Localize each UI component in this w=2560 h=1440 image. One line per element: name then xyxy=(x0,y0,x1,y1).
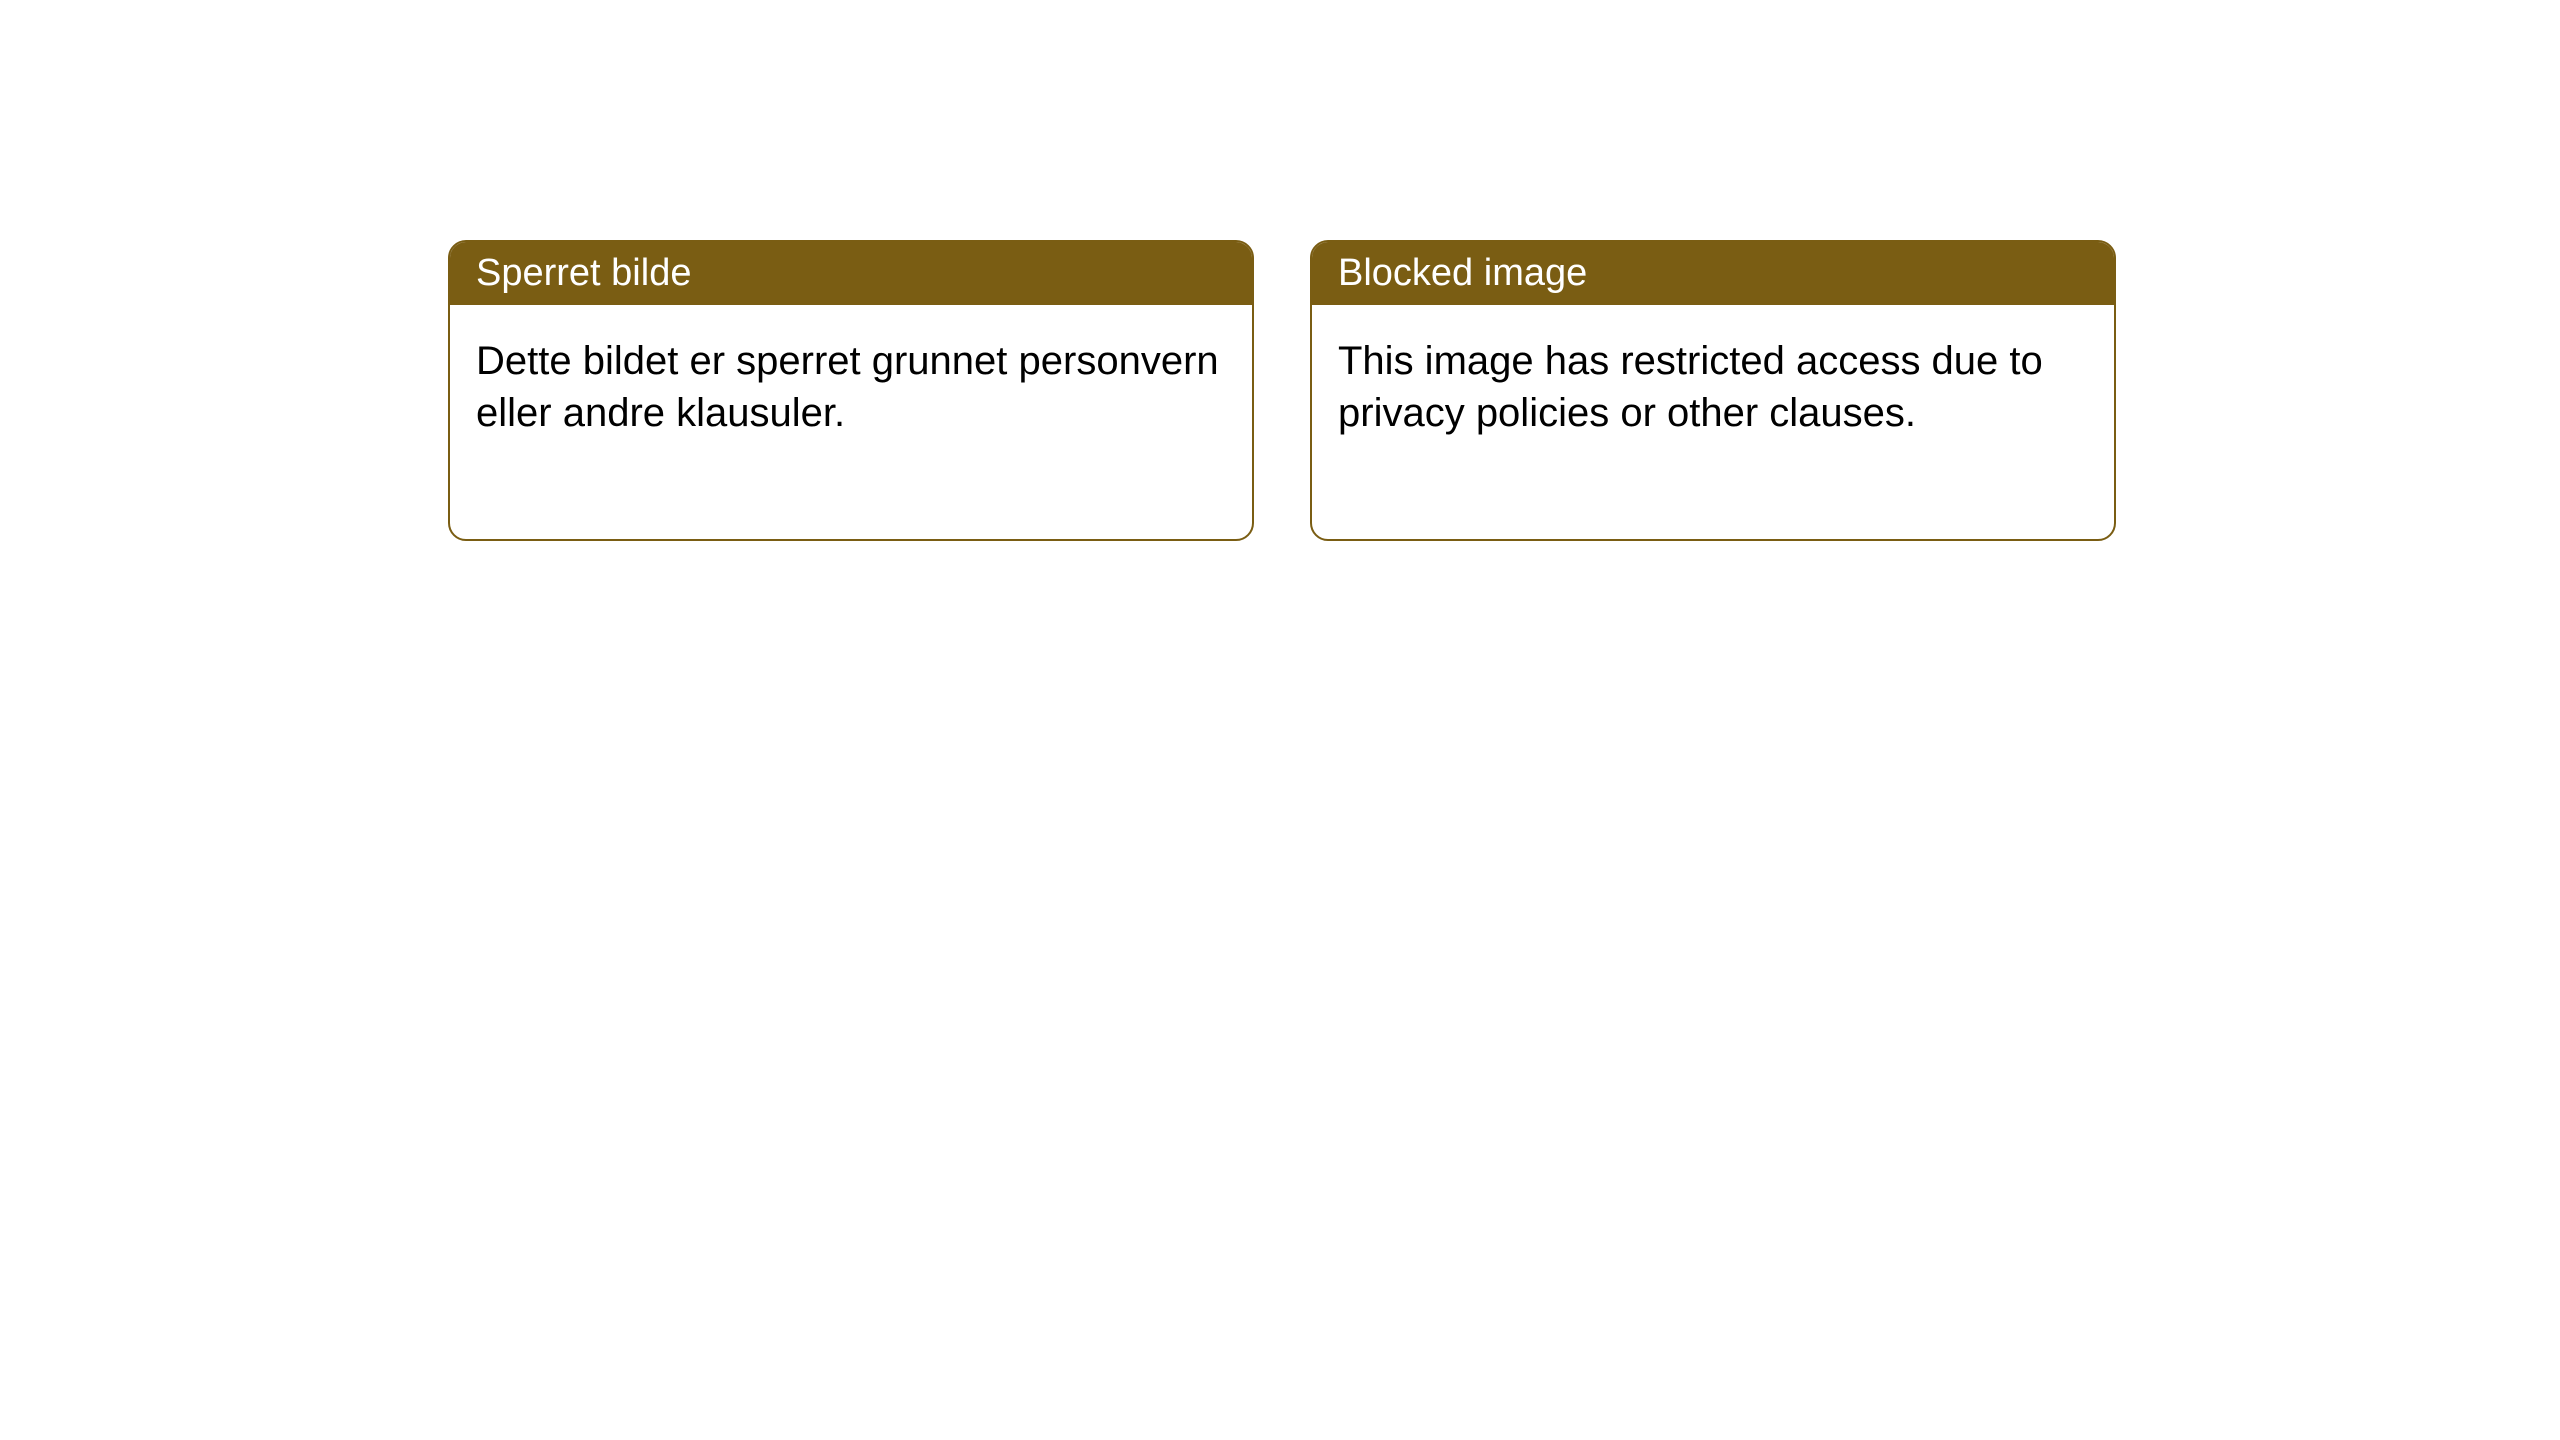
card-title: Sperret bilde xyxy=(450,242,1252,305)
card-body: Dette bildet er sperret grunnet personve… xyxy=(450,305,1252,539)
blocked-image-card-no: Sperret bilde Dette bildet er sperret gr… xyxy=(448,240,1254,541)
card-title: Blocked image xyxy=(1312,242,2114,305)
blocked-image-card-en: Blocked image This image has restricted … xyxy=(1310,240,2116,541)
card-body: This image has restricted access due to … xyxy=(1312,305,2114,539)
cards-container: Sperret bilde Dette bildet er sperret gr… xyxy=(448,240,2116,541)
